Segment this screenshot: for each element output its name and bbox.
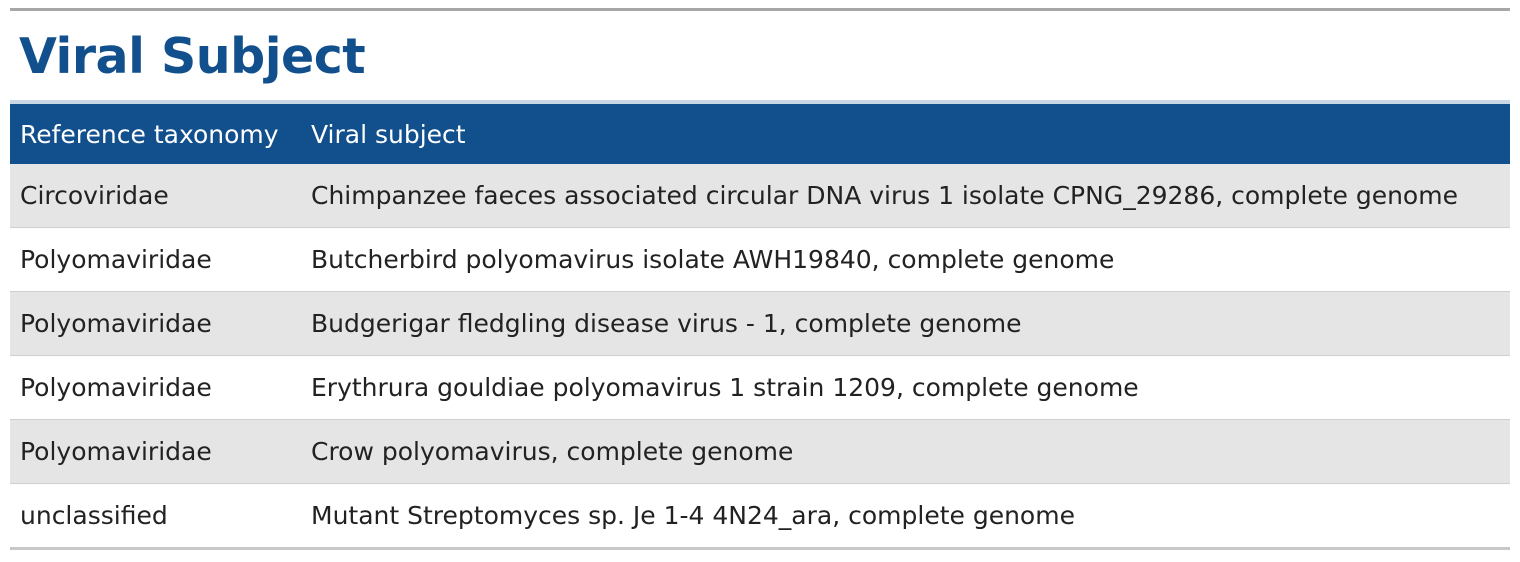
table-row: unclassified Mutant Streptomyces sp. Je … xyxy=(10,483,1510,550)
table-row: Polyomaviridae Crow polyomavirus, comple… xyxy=(10,419,1510,484)
taxonomy-cell: unclassified xyxy=(10,483,301,550)
table-header-row: Reference taxonomy Viral subject xyxy=(10,102,1510,164)
viral-subject-cell: Mutant Streptomyces sp. Je 1-4 4N24_ara,… xyxy=(301,483,1510,550)
table-row: Polyomaviridae Butcherbird polyomavirus … xyxy=(10,227,1510,292)
table-row: Polyomaviridae Erythrura gouldiae polyom… xyxy=(10,355,1510,420)
taxonomy-cell: Polyomaviridae xyxy=(10,419,301,484)
table-row: Circoviridae Chimpanzee faeces associate… xyxy=(10,164,1510,228)
viral-subject-table-container: Reference taxonomy Viral subject Circovi… xyxy=(10,100,1510,550)
viral-subject-cell: Chimpanzee faeces associated circular DN… xyxy=(301,164,1510,228)
column-header-viral-subject[interactable]: Viral subject xyxy=(311,119,466,149)
viral-subject-cell: Erythrura gouldiae polyomavirus 1 strain… xyxy=(301,355,1510,420)
section-heading: Viral Subject xyxy=(19,28,366,85)
table-body: Circoviridae Chimpanzee faeces associate… xyxy=(10,164,1510,550)
viral-subject-table: Reference taxonomy Viral subject Circovi… xyxy=(10,100,1510,550)
taxonomy-cell: Polyomaviridae xyxy=(10,227,301,292)
taxonomy-cell: Polyomaviridae xyxy=(10,291,301,356)
viral-subject-cell: Butcherbird polyomavirus isolate AWH1984… xyxy=(301,227,1510,292)
column-header-reference-taxonomy[interactable]: Reference taxonomy xyxy=(20,119,279,149)
viral-subject-cell: Budgerigar fledgling disease virus - 1, … xyxy=(301,291,1510,356)
table-header: Reference taxonomy Viral subject xyxy=(10,102,1510,164)
top-divider xyxy=(10,8,1510,11)
viral-subject-cell: Crow polyomavirus, complete genome xyxy=(301,419,1510,484)
taxonomy-cell: Circoviridae xyxy=(10,164,301,228)
table-row: Polyomaviridae Budgerigar fledgling dise… xyxy=(10,291,1510,356)
taxonomy-cell: Polyomaviridae xyxy=(10,355,301,420)
